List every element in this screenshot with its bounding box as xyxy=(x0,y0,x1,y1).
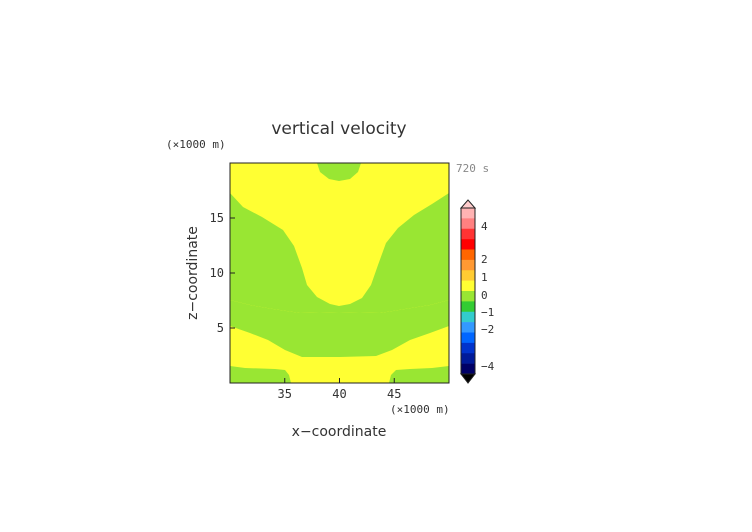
colorbar-tick-label-2: 1 xyxy=(481,271,488,284)
colorbar-segment-4 xyxy=(461,249,475,261)
time-label: 720 s xyxy=(456,162,489,175)
colorbar-segment-0 xyxy=(461,208,475,219)
colorbar-tick-label-3: 0 xyxy=(481,289,488,302)
field-green-upper xyxy=(230,193,449,313)
y-tick-label-0: 5 xyxy=(217,321,224,335)
colorbar-segment-1 xyxy=(461,218,475,230)
colorbar-segment-8 xyxy=(461,291,475,302)
colorbar-segment-2 xyxy=(461,228,475,240)
colorbar-tick-label-1: 2 xyxy=(481,253,488,266)
x-unit-label: (×1000 m) xyxy=(390,403,450,416)
colorbar-top-triangle xyxy=(459,199,477,209)
colorbar-bottom-triangle xyxy=(459,373,477,384)
y-axis: 5 10 15 xyxy=(210,211,235,335)
colorbar-segment-10 xyxy=(461,311,475,323)
colorbar-tick-label-5: −2 xyxy=(481,323,494,336)
chart-title: vertical velocity xyxy=(271,119,406,139)
colorbar-segment-14 xyxy=(461,353,475,364)
field-green-top xyxy=(317,163,361,181)
x-axis-label: x−coordinate xyxy=(292,424,387,440)
x-tick-label-2: 45 xyxy=(387,387,401,401)
x-tick-label-1: 40 xyxy=(332,387,346,401)
colorbar-tick-label-0: 4 xyxy=(481,220,488,233)
y-tick-label-2: 15 xyxy=(210,211,224,225)
colorbar-segment-9 xyxy=(461,301,475,313)
plot-area xyxy=(229,162,450,384)
x-tick-label-0: 35 xyxy=(278,387,292,401)
y-tick-label-1: 10 xyxy=(210,266,224,280)
colorbar-segment-6 xyxy=(461,270,475,281)
field-green-bottom-right xyxy=(389,366,449,383)
x-axis: 35 40 45 xyxy=(278,378,401,401)
colorbar-frame xyxy=(460,207,476,375)
field-green-bottom-left xyxy=(230,366,291,383)
colorbar-segment-12 xyxy=(461,332,475,344)
colorbar: 4 2 1 0 −1 −2 −4 xyxy=(459,199,495,384)
y-unit-label: (×1000 m) xyxy=(166,138,226,151)
colorbar-segment-11 xyxy=(461,322,475,333)
colorbar-tick-label-6: −4 xyxy=(481,360,495,373)
colorbar-segment-13 xyxy=(461,342,475,354)
colorbar-segment-5 xyxy=(461,259,475,271)
colorbar-segment-15 xyxy=(461,363,475,375)
field-green-lower xyxy=(230,300,449,357)
y-axis-label: z−coordinate xyxy=(185,226,201,320)
colorbar-segment-3 xyxy=(461,239,475,250)
colorbar-segment-7 xyxy=(461,280,475,292)
colorbar-tick-label-4: −1 xyxy=(481,306,494,319)
